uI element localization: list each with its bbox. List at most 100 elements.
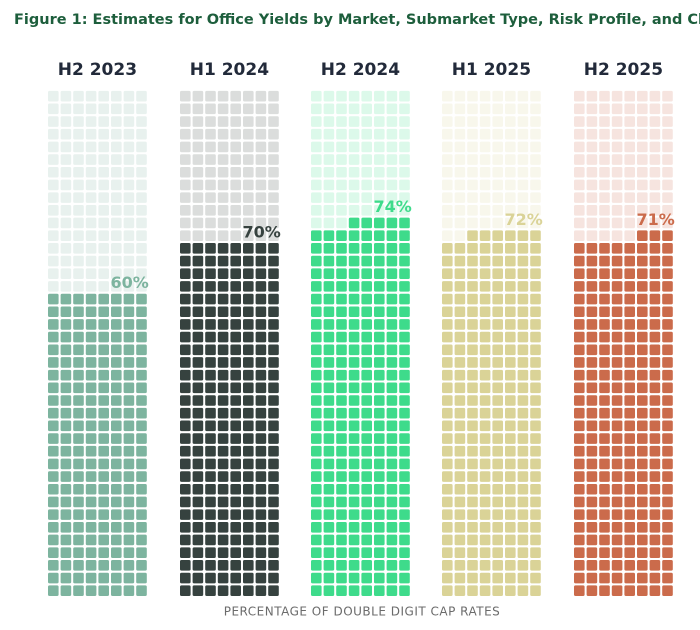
waffle-cell [205,281,216,292]
waffle-cell [217,268,229,279]
waffle-cell [73,572,84,584]
waffle-cell [599,357,610,368]
waffle-cell [386,192,398,203]
waffle-cell [442,445,453,457]
waffle-cell [136,116,147,127]
waffle-cell [323,90,335,102]
waffle-cell [611,560,623,571]
waffle-cell [454,319,466,330]
waffle-cell [454,572,466,584]
waffle-cell [73,255,84,267]
waffle-cell [361,344,372,356]
waffle-cell [505,179,516,191]
waffle-cell [586,547,598,558]
waffle-cell [336,90,347,102]
waffle-cell [48,547,59,558]
waffle-cell [637,268,648,279]
waffle-cell [205,471,216,482]
waffle-cell [230,281,241,292]
waffle-cell [348,243,360,254]
waffle-cell [230,572,241,584]
waffle-cell [180,179,191,191]
waffle-cell [192,433,204,444]
waffle-cell [454,395,466,406]
waffle-cell [255,205,267,216]
waffle-cell [624,534,635,546]
waffle-cell [323,369,335,381]
waffle-cell [467,103,478,115]
waffle-cell [442,357,453,368]
waffle-cell [574,445,585,457]
waffle-cell [243,90,254,102]
waffle-cell [492,103,503,115]
waffle-cell [624,103,635,115]
waffle-cell [136,458,147,470]
waffle-cell [442,243,453,254]
waffle-cell [336,572,347,584]
waffle-cell [505,560,516,571]
waffle-cell [98,128,109,140]
waffle-cell [323,433,335,444]
waffle-cell [374,344,385,356]
waffle-cell [505,445,516,457]
waffle-cell [180,357,191,368]
waffle-cell [586,407,598,419]
waffle-cell [111,445,122,457]
waffle-cell [442,585,453,596]
waffle-cell [361,268,372,279]
waffle-cell [230,205,241,216]
waffle-cell [205,141,216,153]
waffle-cell [123,268,135,279]
waffle-cell [85,255,97,267]
waffle-cell [98,90,109,102]
waffle-cell [599,103,610,115]
waffle-cell [348,116,360,127]
waffle-cell [136,179,147,191]
waffle-cell [530,217,541,229]
waffle-cell [649,281,661,292]
waffle-cell [255,192,267,203]
waffle-cell [492,382,503,394]
waffle-cell [662,547,673,558]
waffle-cell [243,369,254,381]
waffle-cell [348,192,360,203]
waffle-cell [348,471,360,482]
waffle-cell [111,116,122,127]
waffle-cell [73,268,84,279]
waffle-cell [662,293,673,305]
waffle-cell [85,572,97,584]
waffle-cell [599,205,610,216]
waffle-cell [361,357,372,368]
waffle-cell [348,522,360,533]
waffle-cell [48,192,59,203]
waffle-cell [386,141,398,153]
waffle-cell [192,395,204,406]
waffle-cell [399,572,410,584]
waffle-cell [386,293,398,305]
waffle-cell [374,357,385,368]
waffle-cell [311,483,322,495]
waffle-cell [611,509,623,520]
waffle-cell [505,141,516,153]
waffle-cell [454,293,466,305]
waffle-cell [98,369,109,381]
waffle-cell [48,509,59,520]
waffle-cell [348,534,360,546]
waffle-cell [180,205,191,216]
waffle-cell [517,243,529,254]
waffle-cell [123,471,135,482]
waffle-cell [574,471,585,482]
waffle-cell [73,344,84,356]
waffle-cell [517,522,529,533]
waffle-cell [85,522,97,533]
waffle-cell [230,255,241,267]
waffle-cell [217,369,229,381]
waffle-cell [85,547,97,558]
waffle-cell [73,90,84,102]
waffle-cell [98,166,109,178]
waffle-cell [374,458,385,470]
category-label: H1 2025 [452,60,531,80]
waffle-cell [662,572,673,584]
waffle-cell [399,306,410,318]
waffle-cell [374,179,385,191]
